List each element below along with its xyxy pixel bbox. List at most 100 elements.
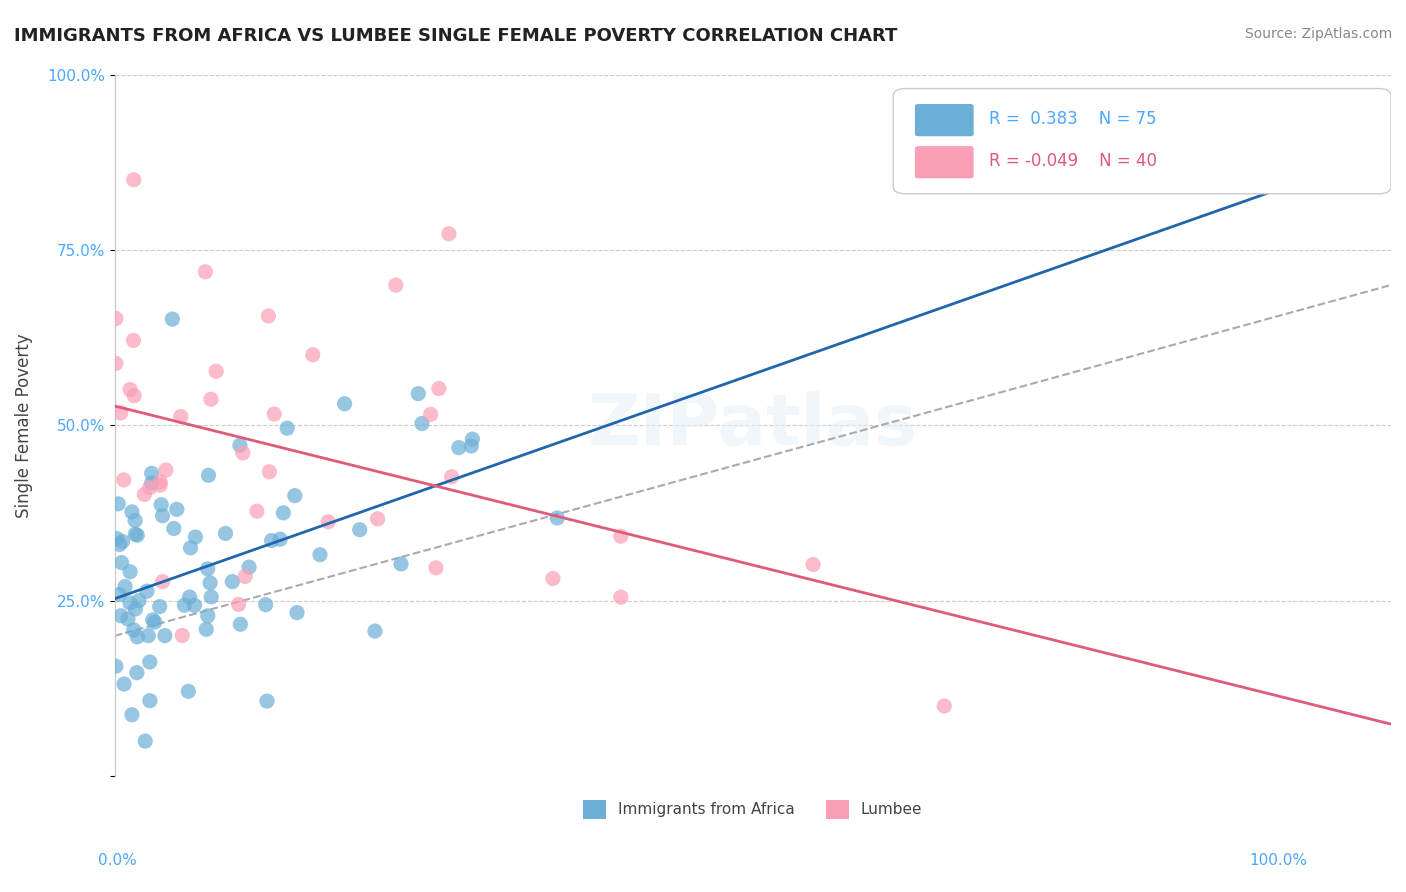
Point (232, 446, 254, 460)
Point (214, 526, 236, 541)
Point (163, 521, 186, 535)
Point (141, 467, 163, 481)
Point (273, 506, 295, 520)
Text: 0.0%: 0.0% (98, 854, 138, 868)
Point (108, 587, 131, 601)
Point (149, 599, 172, 614)
Point (389, 557, 412, 571)
Point (333, 397, 356, 411)
FancyBboxPatch shape (915, 104, 973, 136)
Point (285, 606, 308, 620)
Point (153, 629, 176, 643)
Point (139, 694, 162, 708)
Point (221, 574, 243, 589)
Point (118, 596, 141, 610)
Point (128, 593, 150, 607)
Point (194, 265, 217, 279)
Point (105, 532, 128, 546)
Point (259, 465, 281, 479)
Point (107, 497, 129, 511)
Point (425, 561, 447, 575)
Point (254, 598, 277, 612)
Point (229, 438, 252, 452)
Point (112, 473, 135, 487)
Point (205, 364, 228, 378)
Point (385, 278, 408, 293)
Point (141, 475, 163, 490)
Point (301, 348, 323, 362)
Point (125, 665, 148, 680)
Point (316, 515, 339, 529)
Point (117, 612, 139, 626)
Point (121, 505, 143, 519)
Point (124, 527, 146, 541)
Point (122, 334, 145, 348)
Point (104, 659, 127, 673)
Point (152, 508, 174, 523)
Point (309, 548, 332, 562)
Point (238, 560, 260, 574)
Text: IMMIGRANTS FROM AFRICA VS LUMBEE SINGLE FEMALE POVERTY CORRELATION CHART: IMMIGRANTS FROM AFRICA VS LUMBEE SINGLE … (14, 27, 897, 45)
Point (197, 468, 219, 483)
Point (180, 541, 202, 555)
Point (162, 312, 184, 326)
Point (609, 529, 631, 543)
Point (149, 478, 172, 492)
Point (122, 623, 145, 637)
Point (427, 382, 450, 396)
Point (198, 575, 221, 590)
Point (437, 227, 460, 241)
Point (134, 487, 156, 501)
Point (121, 707, 143, 722)
Point (173, 598, 195, 612)
Point (104, 311, 127, 326)
Point (177, 684, 200, 698)
Point (197, 608, 219, 623)
Point (136, 584, 159, 599)
Point (104, 356, 127, 370)
Point (152, 574, 174, 589)
Point (114, 580, 136, 594)
Point (142, 613, 165, 627)
Point (228, 598, 250, 612)
Point (447, 441, 470, 455)
Point (124, 514, 146, 528)
Point (934, 698, 956, 713)
FancyBboxPatch shape (893, 88, 1391, 194)
Point (197, 562, 219, 576)
Point (546, 511, 568, 525)
Point (179, 590, 201, 604)
Point (460, 439, 482, 453)
Point (200, 590, 222, 604)
Point (349, 523, 371, 537)
Point (257, 309, 280, 323)
Point (122, 173, 145, 187)
Point (122, 389, 145, 403)
Point (411, 417, 433, 431)
FancyBboxPatch shape (915, 146, 973, 178)
Text: ZIPatlas: ZIPatlas (588, 391, 918, 460)
Point (419, 408, 441, 422)
Point (364, 624, 387, 639)
Point (269, 532, 291, 546)
Point (110, 406, 132, 420)
Point (276, 421, 298, 435)
Point (233, 569, 256, 583)
Text: R = -0.049    N = 40: R = -0.049 N = 40 (988, 152, 1157, 169)
Text: Source: ZipAtlas.com: Source: ZipAtlas.com (1244, 27, 1392, 41)
Point (184, 530, 207, 544)
Point (150, 498, 173, 512)
Text: R =  0.383    N = 75: R = 0.383 N = 75 (988, 110, 1157, 128)
Point (170, 409, 193, 424)
Point (112, 677, 135, 691)
Point (440, 470, 463, 484)
Point (367, 512, 389, 526)
Point (108, 537, 131, 551)
Point (461, 432, 484, 446)
Point (127, 630, 149, 644)
Point (260, 533, 283, 548)
Point (172, 628, 194, 642)
Point (143, 615, 166, 629)
Point (124, 602, 146, 616)
Y-axis label: Single Female Poverty: Single Female Poverty (15, 333, 32, 517)
